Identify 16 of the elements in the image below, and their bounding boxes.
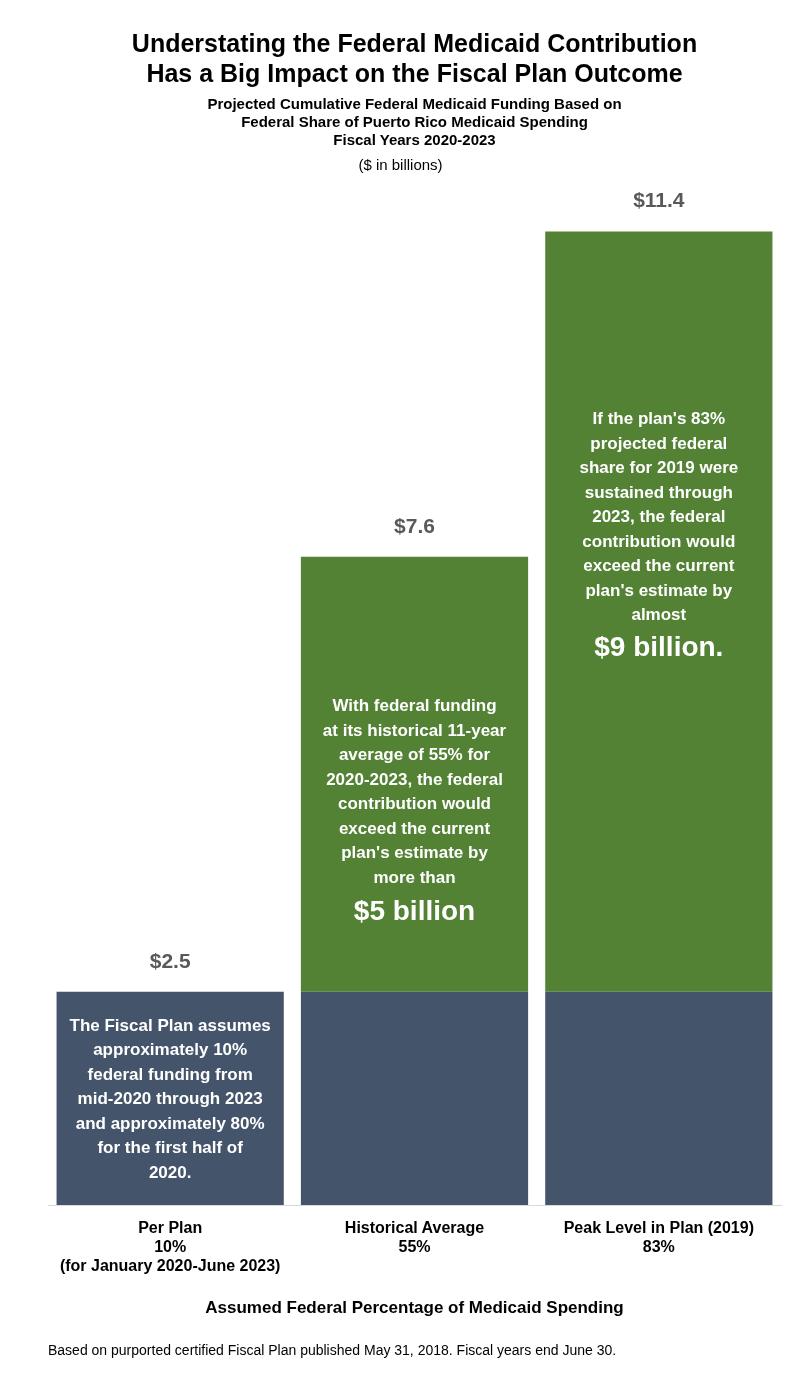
x-tick-label: Peak Level in Plan (2019) 83% bbox=[563, 1219, 754, 1256]
text: Based on purported certified Fiscal Plan published May 31, 2018. Fiscal years end June 30. bbox=[48, 1341, 617, 1358]
annotation: $5 billion bbox=[353, 894, 476, 926]
annotation: $7.6 bbox=[394, 513, 435, 537]
x-tick-label: Historical Average 55% bbox=[344, 1219, 485, 1256]
x-tick-label: Per Plan 10% (for January 2020-June 2023) bbox=[59, 1219, 281, 1275]
annotation: $11.4 bbox=[633, 188, 685, 212]
chart-subtitle: Projected Cumulative Federal Medicaid Funding Based on Federal Share of Puerto Rico Medicaid Spending Fiscal Years 2020-2023 bbox=[207, 95, 622, 149]
chart-title: Understating the Federal Medicaid Contribution Has a Big Impact on the Fiscal Plan Outcome bbox=[131, 28, 698, 87]
annotation: The Fiscal Plan assumes approximately 10% federal funding from mid-2020 through 2023 and approximately 80% for the first half of 2020. bbox=[69, 1015, 271, 1182]
text: If the plan's 83% projected federal share for 2019 were sustained through 2023, the federal contribution would exceed the current plan's estimate by almost bbox=[579, 409, 739, 625]
annotation: $2.5 bbox=[149, 948, 191, 972]
text: ($ in billions) bbox=[358, 156, 443, 174]
x-axis-title: Assumed Federal Percentage of Medicaid Spending bbox=[205, 1298, 624, 1318]
annotation: $9 billion. bbox=[594, 630, 724, 662]
annotation: With federal funding at its historical 11-year average of 55% for 2020-2023, the federal contribution would exceed the current plan's estimate by more than bbox=[322, 696, 507, 887]
